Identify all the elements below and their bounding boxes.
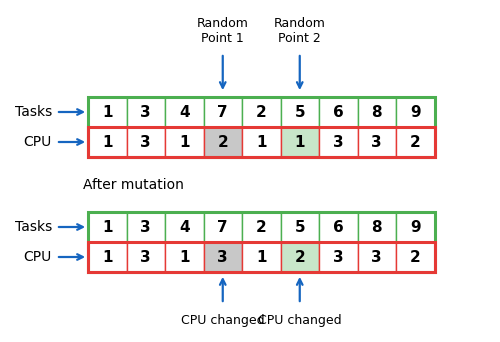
Bar xyxy=(126,97,165,127)
Bar xyxy=(242,127,281,157)
Bar xyxy=(88,97,126,127)
Text: 3: 3 xyxy=(140,220,151,235)
Text: After mutation: After mutation xyxy=(83,178,184,192)
Text: 1: 1 xyxy=(102,105,113,119)
Bar xyxy=(204,127,242,157)
Bar xyxy=(126,242,165,272)
Text: 3: 3 xyxy=(140,105,151,119)
Bar xyxy=(88,97,435,157)
Text: 2: 2 xyxy=(410,134,420,149)
Bar xyxy=(319,97,358,127)
Text: 1: 1 xyxy=(102,220,113,235)
Text: 3: 3 xyxy=(140,134,151,149)
Text: 5: 5 xyxy=(294,220,305,235)
Bar xyxy=(165,212,203,242)
Text: Tasks: Tasks xyxy=(15,220,52,234)
Text: CPU: CPU xyxy=(24,250,52,264)
Bar xyxy=(242,212,281,242)
Bar xyxy=(358,212,396,242)
Bar xyxy=(88,242,435,272)
Text: 1: 1 xyxy=(179,134,190,149)
Bar xyxy=(319,212,358,242)
Bar xyxy=(88,212,435,272)
Text: 2: 2 xyxy=(256,105,266,119)
Bar xyxy=(242,242,281,272)
Bar xyxy=(280,97,319,127)
Text: 1: 1 xyxy=(256,250,266,264)
Bar xyxy=(88,127,126,157)
Bar xyxy=(396,212,434,242)
Text: 1: 1 xyxy=(294,134,305,149)
Bar xyxy=(358,242,396,272)
Bar xyxy=(319,242,358,272)
Bar xyxy=(280,212,319,242)
Bar xyxy=(126,127,165,157)
Text: 2: 2 xyxy=(256,220,266,235)
Text: 4: 4 xyxy=(179,220,190,235)
Text: 3: 3 xyxy=(333,250,344,264)
Text: 2: 2 xyxy=(294,250,305,264)
Bar xyxy=(242,97,281,127)
Text: 2: 2 xyxy=(410,250,420,264)
Text: 1: 1 xyxy=(179,250,190,264)
Bar xyxy=(396,242,434,272)
Bar xyxy=(88,127,435,157)
Text: 1: 1 xyxy=(102,250,113,264)
Bar xyxy=(165,97,203,127)
Text: Random
Point 1: Random Point 1 xyxy=(197,17,248,45)
Text: 3: 3 xyxy=(140,250,151,264)
Text: 4: 4 xyxy=(179,105,190,119)
Bar xyxy=(204,212,242,242)
Bar xyxy=(280,127,319,157)
Text: 8: 8 xyxy=(372,220,382,235)
Bar xyxy=(358,127,396,157)
Text: CPU: CPU xyxy=(24,135,52,149)
Text: 3: 3 xyxy=(372,134,382,149)
Text: 1: 1 xyxy=(256,134,266,149)
Bar xyxy=(165,127,203,157)
Text: 2: 2 xyxy=(218,134,228,149)
Text: 6: 6 xyxy=(333,220,344,235)
Text: 9: 9 xyxy=(410,105,420,119)
Text: Random
Point 2: Random Point 2 xyxy=(274,17,326,45)
Bar xyxy=(204,97,242,127)
Bar xyxy=(126,212,165,242)
Text: 3: 3 xyxy=(333,134,344,149)
Text: 1: 1 xyxy=(102,134,113,149)
Bar xyxy=(396,97,434,127)
Bar xyxy=(88,212,126,242)
Text: 9: 9 xyxy=(410,220,420,235)
Bar xyxy=(319,127,358,157)
Text: 7: 7 xyxy=(218,105,228,119)
Bar xyxy=(88,242,126,272)
Text: 3: 3 xyxy=(218,250,228,264)
Text: CPU changed: CPU changed xyxy=(181,314,264,327)
Text: Tasks: Tasks xyxy=(15,105,52,119)
Text: CPU changed: CPU changed xyxy=(258,314,342,327)
Text: 7: 7 xyxy=(218,220,228,235)
Bar xyxy=(280,242,319,272)
Bar xyxy=(358,97,396,127)
Bar xyxy=(204,242,242,272)
Text: 5: 5 xyxy=(294,105,305,119)
Text: 8: 8 xyxy=(372,105,382,119)
Bar xyxy=(165,242,203,272)
Bar xyxy=(396,127,434,157)
Text: 3: 3 xyxy=(372,250,382,264)
Text: 6: 6 xyxy=(333,105,344,119)
